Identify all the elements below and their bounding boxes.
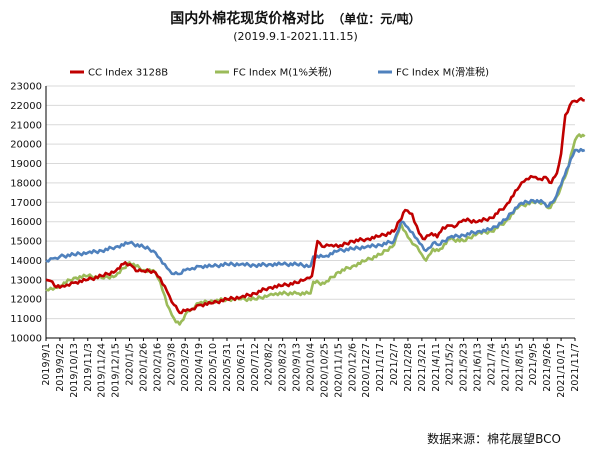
x-tick-label: 2021/5/2 — [445, 343, 456, 386]
x-tick-label: 2020/1/5 — [125, 343, 136, 386]
x-tick-label: 2020/3/29 — [180, 343, 191, 392]
y-tick-label: 12000 — [10, 295, 42, 306]
series-line-fcs — [45, 147, 586, 276]
series-lines — [45, 97, 586, 326]
x-tick-label: 2020/7/12 — [250, 343, 261, 392]
chart-title: 国内外棉花现货价格对比 （单位：元/吨） — [0, 8, 591, 28]
x-tick-label: 2020/3/8 — [166, 343, 177, 386]
y-tick-label: 13000 — [10, 275, 42, 286]
x-tick-label: 2021/1/17 — [375, 343, 386, 392]
x-tick-label: 2021/10/17 — [556, 343, 567, 398]
y-tick-label: 19000 — [10, 159, 42, 170]
x-tick-label: 2019/9/1 — [41, 343, 52, 386]
x-tick-label: 2021/11/7 — [570, 343, 581, 392]
y-tick-label: 17000 — [10, 198, 42, 209]
grid-lines — [46, 85, 575, 339]
x-tick-label: 2021/9/5 — [528, 343, 539, 386]
chart-unit: （单位：元/吨） — [332, 12, 421, 26]
y-tick-label: 14000 — [10, 256, 42, 267]
x-tick-label: 2021/5/23 — [459, 343, 470, 392]
x-tick-label: 2021/2/7 — [389, 343, 400, 386]
y-tick-label: 18000 — [10, 178, 42, 189]
x-tick-label: 2019/9/22 — [55, 343, 66, 392]
x-tick-label: 2020/8/2 — [264, 343, 275, 386]
x-tick-label: 2020/6/21 — [236, 343, 247, 392]
x-tick-label: 2020/10/25 — [319, 343, 330, 398]
legend-label-fcs: FC Index M(滑准税) — [396, 66, 489, 79]
legend: CC Index 3128B FC Index M(1%关税) FC Index M… — [70, 66, 489, 79]
x-tick-label: 2020/12/27 — [361, 343, 372, 398]
x-tick-label: 2020/9/13 — [292, 343, 303, 392]
y-axis-ticks: 10000 11000 12000 13000 14000 15000 16000 17000… — [10, 82, 42, 345]
x-tick-label: 2021/7/4 — [486, 343, 497, 386]
x-tick-label: 2021/9/26 — [542, 343, 553, 392]
x-axis-ticks: 2019/9/1 2019/9/22 2019/10/13 2019/11/3 2019… — [41, 338, 581, 398]
x-tick-label: 2019/12/15 — [111, 343, 122, 398]
x-tick-label: 2021/6/13 — [473, 343, 484, 392]
chart-subtitle: (2019.9.1-2021.11.15) — [233, 30, 358, 43]
x-tick-label: 2020/12/6 — [347, 343, 358, 392]
x-tick-label: 2020/5/10 — [208, 343, 219, 392]
y-tick-label: 23000 — [10, 82, 42, 93]
x-tick-label: 2020/8/23 — [278, 343, 289, 392]
x-tick-label: 2021/7/25 — [500, 343, 511, 392]
x-tick-label: 2020/4/19 — [194, 343, 205, 392]
chart-title-text: 国内外棉花现货价格对比 — [170, 11, 325, 27]
y-tick-label: 22000 — [10, 101, 42, 112]
legend-label-cc: CC Index 3128B — [88, 68, 168, 79]
y-tick-label: 10000 — [10, 334, 42, 345]
axes — [45, 86, 575, 339]
x-tick-label: 2020/10/4 — [306, 343, 317, 392]
x-tick-label: 2020/11/15 — [333, 343, 344, 398]
legend-label-fc1: FC Index M(1%关税) — [233, 66, 332, 79]
x-tick-label: 2021/8/15 — [514, 343, 525, 392]
y-tick-label: 20000 — [10, 140, 42, 151]
data-source: 数据来源：棉花展望BCO — [427, 432, 561, 446]
x-tick-label: 2021/3/21 — [417, 343, 428, 392]
y-tick-label: 11000 — [10, 314, 42, 325]
y-tick-label: 16000 — [10, 217, 42, 228]
x-tick-label: 2019/11/24 — [97, 343, 108, 398]
x-tick-label: 2019/10/13 — [69, 343, 80, 398]
series-line-fc1 — [45, 133, 586, 326]
x-tick-label: 2020/1/26 — [138, 343, 149, 392]
series-line-cc — [45, 97, 585, 315]
x-tick-label: 2021/2/28 — [403, 343, 414, 392]
x-tick-label: 2020/5/31 — [222, 343, 233, 392]
x-tick-label: 2019/11/3 — [83, 343, 94, 392]
x-tick-label: 2020/2/16 — [152, 343, 163, 392]
y-tick-label: 21000 — [10, 120, 42, 131]
x-tick-label: 2021/4/11 — [431, 343, 442, 392]
y-tick-label: 15000 — [10, 237, 42, 248]
